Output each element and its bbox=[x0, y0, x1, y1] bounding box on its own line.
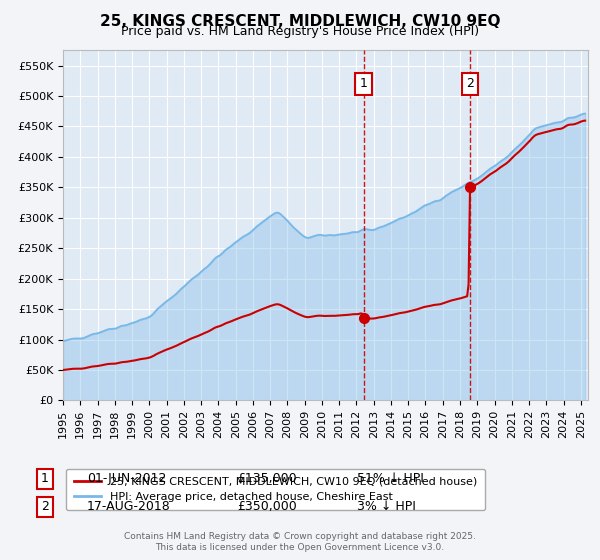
Text: £350,000: £350,000 bbox=[237, 500, 297, 514]
Text: 17-AUG-2018: 17-AUG-2018 bbox=[87, 500, 171, 514]
Text: £135,000: £135,000 bbox=[237, 472, 296, 486]
Text: 01-JUN-2012: 01-JUN-2012 bbox=[87, 472, 166, 486]
Text: 2: 2 bbox=[41, 500, 49, 514]
Text: 1: 1 bbox=[41, 472, 49, 486]
Text: 1: 1 bbox=[359, 77, 368, 90]
Text: 51% ↓ HPI: 51% ↓ HPI bbox=[357, 472, 424, 486]
Text: 2: 2 bbox=[466, 77, 474, 90]
Text: 25, KINGS CRESCENT, MIDDLEWICH, CW10 9EQ: 25, KINGS CRESCENT, MIDDLEWICH, CW10 9EQ bbox=[100, 14, 500, 29]
Text: 3% ↓ HPI: 3% ↓ HPI bbox=[357, 500, 416, 514]
Text: Price paid vs. HM Land Registry's House Price Index (HPI): Price paid vs. HM Land Registry's House … bbox=[121, 25, 479, 38]
Legend: 25, KINGS CRESCENT, MIDDLEWICH, CW10 9EQ (detached house), HPI: Average price, d: 25, KINGS CRESCENT, MIDDLEWICH, CW10 9EQ… bbox=[66, 469, 485, 510]
Text: Contains HM Land Registry data © Crown copyright and database right 2025.
This d: Contains HM Land Registry data © Crown c… bbox=[124, 532, 476, 552]
